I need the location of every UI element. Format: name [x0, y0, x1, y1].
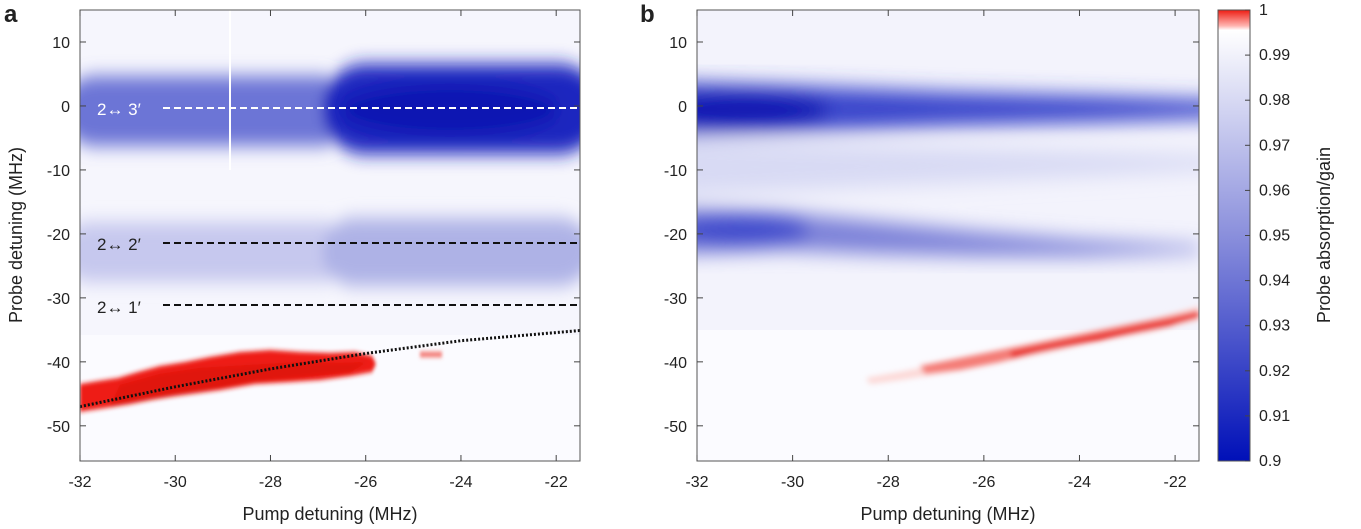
colorbar-label: Probe absorption/gain	[1314, 147, 1334, 323]
y-tick-label: -40	[664, 355, 687, 372]
colorbar-tick-label: 0.95	[1259, 228, 1290, 245]
panel-a-axes: -32 -30 -28 -26 -24 -22 -50 -40 -30 -20 -10 0 10	[47, 10, 580, 491]
panel-b-gain-region	[866, 306, 1199, 384]
x-tick-label: -28	[259, 474, 282, 491]
panel-a-band-0-low-pump	[80, 76, 352, 146]
x-tick-label: -24	[1068, 474, 1091, 491]
panel-a-band-21-low-pump	[80, 222, 352, 282]
y-tick-label: 0	[61, 99, 70, 116]
y-tick-label: 0	[678, 99, 687, 116]
colorbar-tick-label: 0.99	[1259, 47, 1290, 64]
y-tick-label: 10	[669, 35, 687, 52]
y-tick-label: -30	[664, 291, 687, 308]
y-tick-label: -50	[47, 419, 70, 436]
panel-a: a 2↔ 3′ 2↔ 2′ 2↔ 1′ -32	[4, 1, 581, 524]
y-tick-label: -40	[47, 355, 70, 372]
x-tick-label: -32	[685, 474, 708, 491]
colorbar-tick-label: 0.98	[1259, 92, 1290, 109]
x-tick-label: -32	[68, 474, 91, 491]
panel-a-frame	[79, 9, 581, 462]
y-tick-label: -30	[47, 291, 70, 308]
colorbar-tick-label: 0.94	[1259, 273, 1290, 290]
transition-label-3prime: 2↔ 3′	[97, 100, 141, 119]
panel-b-frame	[696, 9, 1200, 462]
panel-b-band-mid	[697, 140, 1199, 196]
x-tick-label: -30	[164, 474, 187, 491]
panel-b-band-19p5	[697, 208, 1199, 256]
x-tick-label: -28	[877, 474, 900, 491]
colorbar-tick-label: 0.97	[1259, 137, 1290, 154]
panel-b-band-0	[697, 82, 1199, 136]
y-tick-label: -50	[664, 419, 687, 436]
panel-b-band-0-core	[697, 92, 830, 128]
colorbar-tick-label: 0.91	[1259, 408, 1290, 425]
panel-a-x-axis-label: Pump detuning (MHz)	[242, 504, 417, 524]
y-tick-label: 10	[52, 35, 70, 52]
panel-b-lower-background	[697, 330, 1199, 461]
x-tick-label: -26	[972, 474, 995, 491]
y-tick-label: -10	[664, 163, 687, 180]
colorbar-tick-label: 0.93	[1259, 318, 1290, 335]
x-tick-label: -24	[449, 474, 472, 491]
x-tick-label: -26	[354, 474, 377, 491]
y-tick-label: -20	[664, 227, 687, 244]
panel-a-gain-region	[80, 350, 442, 412]
transition-label-2prime: 2↔ 2′	[97, 235, 141, 254]
colorbar-tick-label: 1	[1259, 2, 1268, 19]
panel-a-band-0-core	[340, 84, 560, 136]
colorbar-gradient	[1217, 9, 1251, 462]
y-tick-label: -10	[47, 163, 70, 180]
colorbar-tick-label: 0.9	[1259, 453, 1281, 470]
panel-a-band-21-high-pump	[322, 218, 580, 286]
fit-curve	[79, 329, 581, 409]
panel-b: b -32 -30 -28 -26 -24 -22 -50 -40 -30 -20 -10 0 10 P…	[640, 1, 1200, 524]
panel-b-letter: b	[640, 1, 655, 28]
panel-b-x-axis-label: Pump detuning (MHz)	[860, 504, 1035, 524]
panel-a-vertical-artifact	[229, 10, 231, 170]
x-tick-label: -22	[1164, 474, 1187, 491]
colorbar: 0.9 0.91 0.92 0.93 0.94 0.95 0.96 0.97 0.98 0.99 1…	[1217, 2, 1334, 470]
panel-a-y-axis-label: Probe detuning (MHz)	[6, 147, 26, 323]
colorbar-tick-label: 0.92	[1259, 363, 1290, 380]
panel-b-band-19p5-core	[697, 214, 810, 246]
x-tick-label: -30	[781, 474, 804, 491]
panel-b-axes: -32 -30 -28 -26 -24 -22 -50 -40 -30 -20 -10 0 10	[664, 10, 1199, 491]
transition-label-1prime: 2↔ 1′	[97, 298, 141, 317]
x-tick-label: -22	[545, 474, 568, 491]
y-tick-label: -20	[47, 227, 70, 244]
panel-b-heatmap	[697, 10, 1199, 461]
panel-a-heatmap	[80, 10, 580, 461]
colorbar-tick-label: 0.96	[1259, 182, 1290, 199]
panel-a-letter: a	[4, 1, 18, 28]
colorbar-ticks: 0.9 0.91 0.92 0.93 0.94 0.95 0.96 0.97 0.98 0.99 1	[1245, 2, 1290, 470]
